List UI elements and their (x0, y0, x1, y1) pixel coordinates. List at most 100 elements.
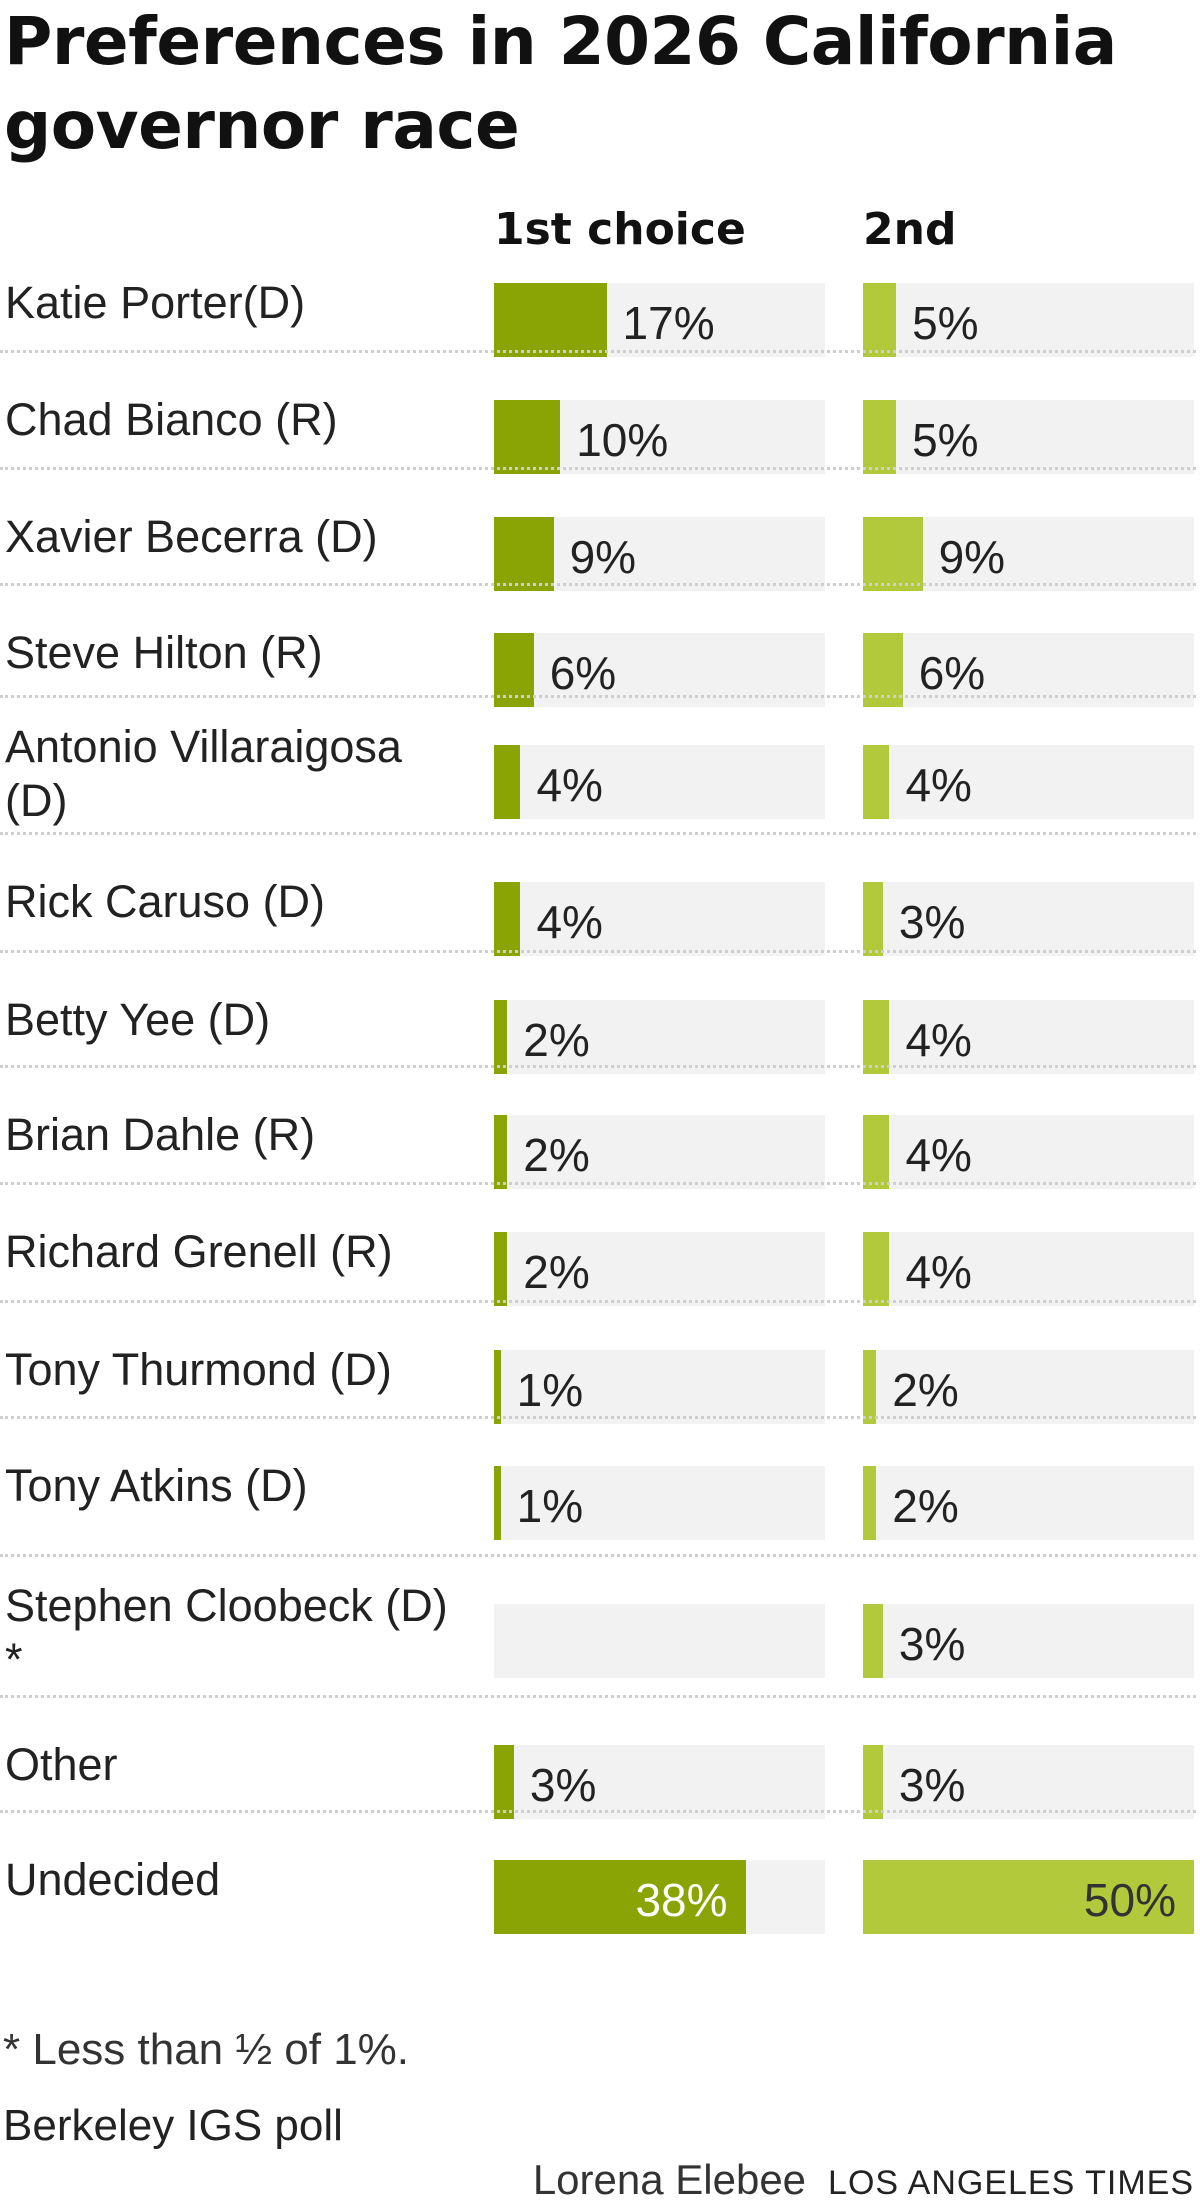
second-choice-bar (863, 283, 897, 357)
first-choice-track: 17% (494, 283, 825, 357)
second-choice-track: 2% (863, 1350, 1194, 1424)
candidate-label: Tony Atkins (D) (5, 1460, 308, 1511)
candidate-label: Brian Dahle (R) (5, 1109, 316, 1160)
first-choice-value-label: 3% (529, 1759, 597, 1811)
second-choice-value-label: 2% (892, 1480, 959, 1532)
second-choice-value-label: 2% (892, 1364, 959, 1416)
first-choice-track: 2% (494, 1115, 825, 1189)
first-choice-bar (494, 283, 607, 357)
first-choice-track: 6% (494, 633, 825, 707)
source-note: Berkeley IGS poll (3, 2101, 343, 2150)
candidate-label: Katie Porter(D) (5, 277, 306, 328)
row-divider (0, 1554, 1196, 1557)
second-choice-bar (863, 745, 890, 819)
first-choice-track: 2% (494, 1232, 825, 1306)
first-choice-value-label: 10% (576, 414, 669, 466)
first-choice-track: 2% (494, 1000, 825, 1074)
second-choice-track: 4% (863, 745, 1194, 819)
first-choice-value-label: 4% (536, 896, 603, 948)
second-choice-value-label: 3% (898, 896, 966, 948)
first-choice-track (494, 1604, 825, 1678)
first-choice-bar (494, 1745, 514, 1819)
first-choice-bar (494, 517, 554, 591)
second-choice-bar (863, 517, 923, 591)
second-choice-track: 9% (863, 517, 1194, 591)
first-choice-track: 4% (494, 882, 825, 956)
chart-title: Preferences in 2026 California governor … (4, 3, 1117, 164)
second-choice-track: 2% (863, 1466, 1194, 1540)
author-credit: Lorena Elebee (532, 2156, 807, 2203)
first-choice-track: 3% (494, 1745, 825, 1819)
second-choice-bar (863, 1000, 890, 1074)
row-divider (0, 1810, 1196, 1813)
second-choice-bar (863, 1745, 883, 1819)
first-choice-track: 9% (494, 517, 825, 591)
row-divider (0, 1300, 1196, 1303)
second-choice-track: 5% (863, 400, 1194, 474)
column-header-second-choice: 2nd (863, 204, 957, 255)
second-choice-bar (863, 1466, 877, 1540)
second-choice-track: 5% (863, 283, 1194, 357)
candidate-label: Betty Yee (D) (5, 994, 271, 1045)
candidate-label: Tony Thurmond (D) (5, 1344, 392, 1395)
first-choice-track: 38% (494, 1860, 825, 1934)
candidate-label: Antonio Villaraigosa (D) (5, 721, 402, 826)
first-choice-track: 4% (494, 745, 825, 819)
first-choice-bar (494, 745, 521, 819)
first-choice-value-label: 6% (549, 647, 617, 699)
candidate-label: Other (5, 1739, 118, 1790)
candidate-label: Xavier Becerra (D) (5, 511, 378, 562)
second-choice-bar (863, 882, 883, 956)
row-divider (0, 467, 1196, 470)
row-divider (0, 1416, 1196, 1419)
second-choice-bar (863, 633, 903, 707)
first-choice-bar (494, 1232, 508, 1306)
row-divider (0, 1182, 1196, 1185)
second-choice-value-label: 3% (898, 1759, 966, 1811)
candidate-label: Steve Hilton (R) (5, 627, 323, 678)
second-choice-value-label: 4% (905, 1014, 972, 1066)
bar-chart-rows: Katie Porter(D) 17% 5% Chad Bianco (R) 10% 5%… (0, 277, 1196, 1934)
first-choice-value-label: 1% (516, 1480, 584, 1532)
second-choice-value-label: 6% (918, 647, 986, 699)
second-choice-track: 50% (863, 1860, 1194, 1934)
second-choice-value-label: 3% (898, 1618, 966, 1670)
second-choice-track: 3% (863, 1604, 1194, 1678)
second-choice-bar (863, 1232, 890, 1306)
row-divider (0, 950, 1196, 953)
second-choice-track: 3% (863, 882, 1194, 956)
second-choice-bar (863, 1860, 1194, 1934)
first-choice-bar (494, 1350, 501, 1424)
second-choice-value-label: 4% (905, 1129, 972, 1181)
second-choice-value-label: 50% (1083, 1874, 1176, 1926)
first-choice-track: 1% (494, 1350, 825, 1424)
first-choice-bar (494, 1466, 501, 1540)
column-header-first-choice: 1st choice (494, 204, 746, 255)
first-choice-value-label: 2% (523, 1014, 590, 1066)
second-choice-value-label: 5% (912, 297, 979, 349)
first-choice-bar (494, 1115, 508, 1189)
second-choice-track: 3% (863, 1745, 1194, 1819)
first-choice-track: 10% (494, 400, 825, 474)
second-choice-track: 6% (863, 633, 1194, 707)
row-divider (0, 583, 1196, 586)
footnote: * Less than ½ of 1%. (3, 2025, 410, 2074)
credit-line: Lorena Elebee LOS ANGELES TIMES (533, 2155, 1194, 2208)
first-choice-value-label: 2% (523, 1246, 590, 1298)
first-choice-value-label: 38% (635, 1874, 728, 1926)
second-choice-value-label: 9% (938, 531, 1006, 583)
second-choice-bar (863, 400, 897, 474)
candidate-label: Richard Grenell (R) (5, 1226, 393, 1277)
second-choice-value-label: 4% (905, 1246, 972, 1298)
candidate-label: Undecided (5, 1854, 221, 1905)
first-choice-bar (494, 400, 561, 474)
candidate-label: Rick Caruso (D) (5, 876, 326, 927)
second-choice-track: 4% (863, 1000, 1194, 1074)
candidate-label: Stephen Cloobeck (D) * (5, 1580, 448, 1685)
row-divider (0, 695, 1196, 698)
publisher-logo: LOS ANGELES TIMES (828, 2164, 1194, 2202)
first-choice-track: 1% (494, 1466, 825, 1540)
second-choice-track: 4% (863, 1232, 1194, 1306)
first-choice-bar (494, 633, 534, 707)
second-choice-value-label: 4% (905, 759, 972, 811)
